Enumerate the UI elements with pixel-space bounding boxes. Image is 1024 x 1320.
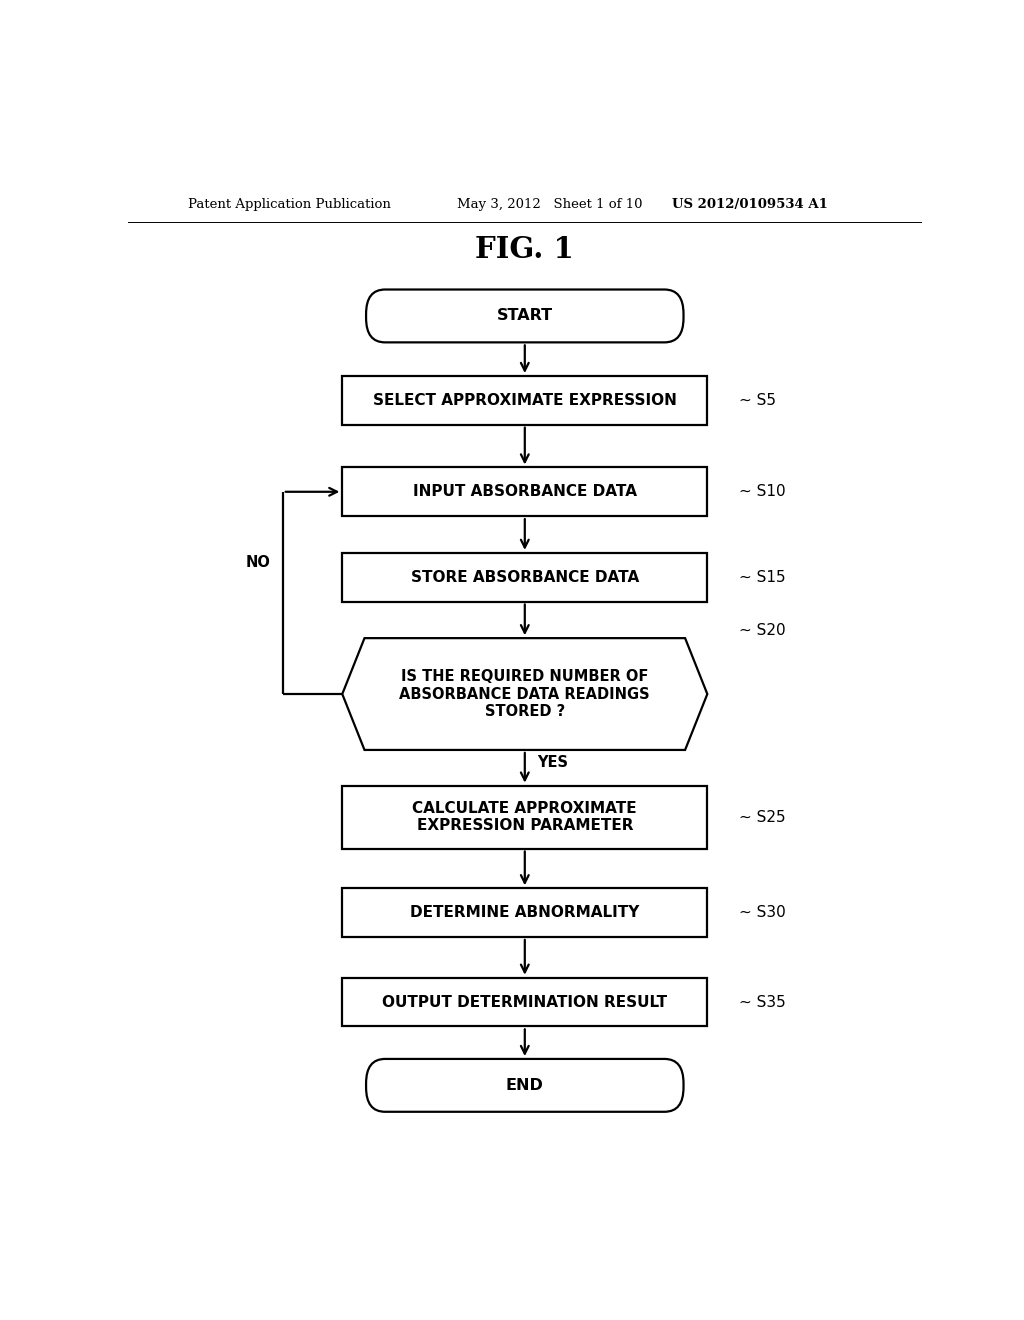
- Polygon shape: [342, 638, 708, 750]
- FancyBboxPatch shape: [367, 289, 684, 342]
- Text: INPUT ABSORBANCE DATA: INPUT ABSORBANCE DATA: [413, 484, 637, 499]
- Text: STORE ABSORBANCE DATA: STORE ABSORBANCE DATA: [411, 570, 639, 585]
- Text: START: START: [497, 309, 553, 323]
- Text: ∼ S5: ∼ S5: [739, 393, 776, 408]
- Text: ∼ S15: ∼ S15: [739, 570, 785, 585]
- Text: IS THE REQUIRED NUMBER OF
ABSORBANCE DATA READINGS
STORED ?: IS THE REQUIRED NUMBER OF ABSORBANCE DAT…: [399, 669, 650, 719]
- Text: DETERMINE ABNORMALITY: DETERMINE ABNORMALITY: [411, 906, 639, 920]
- Text: ∼ S10: ∼ S10: [739, 484, 785, 499]
- Text: May 3, 2012   Sheet 1 of 10: May 3, 2012 Sheet 1 of 10: [458, 198, 643, 211]
- Text: ∼ S25: ∼ S25: [739, 809, 785, 825]
- Text: Patent Application Publication: Patent Application Publication: [187, 198, 390, 211]
- Text: FIG. 1: FIG. 1: [475, 235, 574, 264]
- Text: CALCULATE APPROXIMATE
EXPRESSION PARAMETER: CALCULATE APPROXIMATE EXPRESSION PARAMET…: [413, 801, 637, 833]
- Bar: [342, 785, 708, 849]
- Text: ∼ S20: ∼ S20: [739, 623, 785, 638]
- Text: ∼ S30: ∼ S30: [739, 906, 785, 920]
- Text: SELECT APPROXIMATE EXPRESSION: SELECT APPROXIMATE EXPRESSION: [373, 393, 677, 408]
- Text: NO: NO: [246, 554, 270, 570]
- Bar: [342, 553, 708, 602]
- Text: ∼ S35: ∼ S35: [739, 994, 785, 1010]
- Text: END: END: [506, 1078, 544, 1093]
- FancyBboxPatch shape: [367, 1059, 684, 1111]
- Bar: [342, 888, 708, 937]
- Bar: [342, 467, 708, 516]
- Bar: [342, 376, 708, 425]
- Text: OUTPUT DETERMINATION RESULT: OUTPUT DETERMINATION RESULT: [382, 994, 668, 1010]
- Text: US 2012/0109534 A1: US 2012/0109534 A1: [672, 198, 827, 211]
- Text: YES: YES: [537, 755, 567, 770]
- Bar: [342, 978, 708, 1027]
